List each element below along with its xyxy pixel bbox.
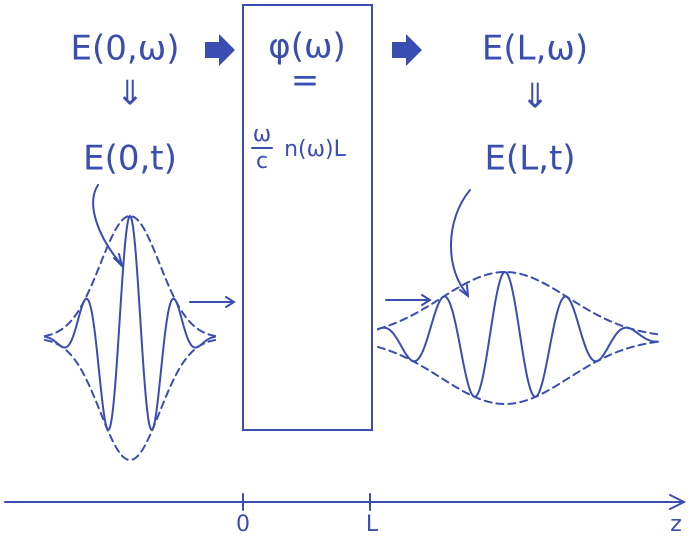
- numerator: ω: [253, 122, 271, 147]
- pointer-head: [113, 253, 124, 270]
- axis-label-end: L: [366, 512, 379, 537]
- medium-box: [242, 4, 373, 431]
- left-field: E(0,t): [83, 139, 177, 179]
- right-spectrum: E(L,ω): [482, 29, 588, 69]
- block-arrow: [205, 34, 235, 66]
- left-spectrum: E(0,ω): [71, 29, 180, 69]
- denominator: c: [256, 149, 268, 174]
- block-arrow: [392, 34, 422, 66]
- right-arrow: ⇓: [521, 77, 550, 117]
- envelope: [377, 340, 659, 405]
- axis-label-z: z: [670, 512, 682, 537]
- pointer: [92, 184, 123, 266]
- carrier: [377, 270, 659, 398]
- phase: φ(ω): [268, 27, 345, 67]
- left-arrow: ⇓: [116, 74, 145, 114]
- envelope: [44, 214, 216, 337]
- right-field: E(L,t): [484, 139, 575, 179]
- pointer: [450, 189, 471, 296]
- axis-arrowhead: [669, 494, 687, 510]
- small-arrow: [189, 296, 236, 308]
- carrier: [44, 214, 216, 432]
- formula-rest: n(ω)L: [284, 137, 347, 162]
- envelope: [377, 271, 659, 336]
- pointer-head: [459, 284, 470, 299]
- equals: =: [291, 61, 320, 101]
- envelope: [44, 339, 216, 462]
- small-arrow: [385, 294, 432, 306]
- waveforms: [44, 214, 659, 462]
- axis-label-start: 0: [236, 512, 250, 537]
